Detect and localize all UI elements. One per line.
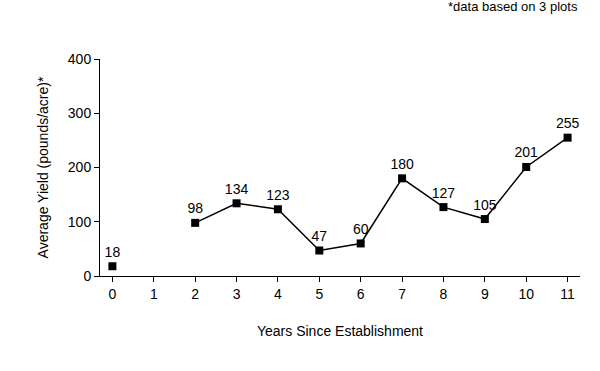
svg-text:*data based on 3 plots: *data based on 3 plots [448, 0, 578, 14]
svg-text:8: 8 [440, 286, 448, 302]
svg-text:400: 400 [68, 51, 92, 67]
svg-text:200: 200 [68, 159, 92, 175]
svg-text:9: 9 [481, 286, 489, 302]
svg-text:18: 18 [105, 244, 121, 260]
svg-text:3: 3 [233, 286, 241, 302]
svg-text:255: 255 [556, 115, 580, 131]
svg-text:60: 60 [353, 221, 369, 237]
svg-text:4: 4 [274, 286, 282, 302]
svg-text:Years Since Establishment: Years Since Establishment [257, 323, 423, 339]
svg-text:47: 47 [312, 228, 328, 244]
svg-text:0: 0 [109, 286, 117, 302]
svg-text:10: 10 [518, 286, 534, 302]
svg-text:123: 123 [266, 187, 290, 203]
svg-text:201: 201 [515, 144, 539, 160]
svg-text:2: 2 [191, 286, 199, 302]
svg-text:Average Yield (pounds/acre)*: Average Yield (pounds/acre)* [35, 76, 51, 258]
svg-text:7: 7 [398, 286, 406, 302]
svg-text:105: 105 [473, 197, 497, 213]
svg-text:134: 134 [225, 181, 249, 197]
svg-text:1: 1 [150, 286, 158, 302]
svg-text:100: 100 [68, 214, 92, 230]
svg-text:5: 5 [315, 286, 323, 302]
svg-text:300: 300 [68, 105, 92, 121]
svg-text:0: 0 [83, 268, 91, 284]
svg-text:6: 6 [357, 286, 365, 302]
svg-text:180: 180 [390, 156, 414, 172]
svg-text:11: 11 [560, 286, 575, 302]
svg-text:127: 127 [432, 185, 456, 201]
svg-text:98: 98 [187, 200, 203, 216]
